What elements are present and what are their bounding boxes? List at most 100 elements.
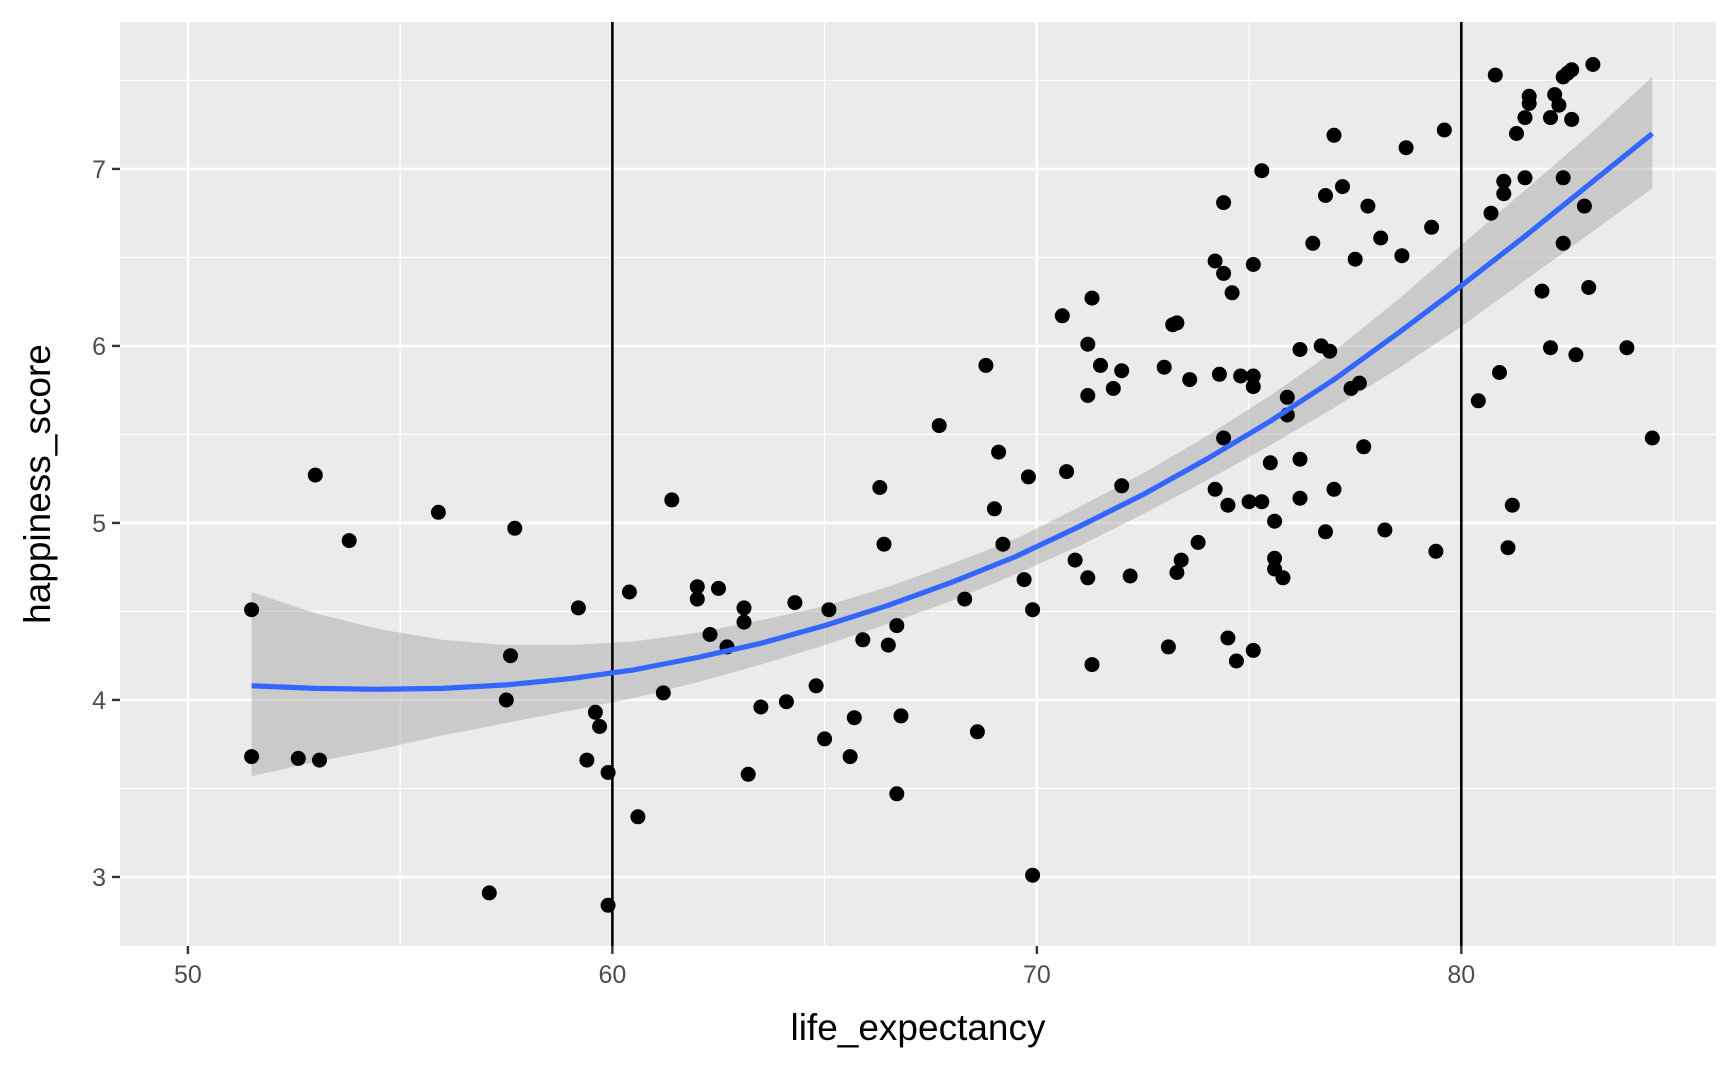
data-point	[1122, 568, 1138, 584]
data-point	[1228, 653, 1244, 669]
data-point	[1169, 315, 1185, 331]
data-point	[587, 704, 603, 720]
data-point	[1292, 490, 1308, 506]
data-point	[1576, 198, 1592, 214]
data-point	[1568, 347, 1584, 363]
minor-gridlines	[120, 22, 1716, 946]
data-point	[664, 492, 680, 508]
data-point	[1254, 494, 1270, 510]
data-point	[957, 591, 973, 607]
data-point	[1356, 439, 1372, 455]
data-point	[1517, 170, 1533, 186]
data-point	[1054, 308, 1070, 324]
data-point	[689, 579, 705, 595]
data-point	[1555, 170, 1571, 186]
data-point	[876, 536, 892, 552]
data-point	[880, 637, 896, 653]
data-point	[503, 648, 518, 664]
data-point	[579, 752, 595, 768]
data-point	[1555, 235, 1571, 251]
data-point	[842, 749, 858, 765]
data-point	[986, 501, 1002, 517]
data-point	[1020, 469, 1036, 485]
data-point	[1016, 572, 1032, 588]
data-point	[1521, 95, 1537, 111]
data-point	[1496, 186, 1512, 202]
data-point	[1216, 430, 1232, 446]
data-point	[244, 602, 260, 618]
data-point	[1211, 366, 1227, 382]
data-point	[1292, 451, 1308, 467]
data-point	[1241, 494, 1257, 510]
data-point	[1351, 375, 1367, 391]
data-point	[778, 694, 794, 710]
data-point	[1245, 642, 1261, 658]
data-point	[1114, 478, 1130, 494]
data-point	[846, 710, 862, 726]
data-point	[1504, 497, 1520, 513]
data-point	[1487, 67, 1503, 83]
data-point	[808, 678, 824, 694]
data-point	[1190, 534, 1206, 550]
data-point	[1084, 290, 1100, 306]
data-point	[1080, 336, 1096, 352]
data-point	[1543, 340, 1558, 356]
data-point	[655, 685, 671, 701]
data-point	[1305, 235, 1321, 251]
data-point	[1517, 110, 1533, 126]
data-point	[740, 766, 756, 782]
data-point	[1156, 359, 1172, 375]
data-points	[244, 57, 1660, 913]
data-point	[1585, 57, 1601, 72]
data-point	[1207, 253, 1223, 269]
data-point	[1233, 368, 1249, 384]
data-point	[1492, 365, 1507, 380]
data-point	[1025, 602, 1041, 618]
data-point	[290, 750, 306, 766]
data-point	[889, 786, 905, 802]
smooth-fit-line	[251, 131, 1654, 692]
data-point	[621, 584, 637, 600]
data-point	[1318, 188, 1333, 203]
data-point	[307, 467, 323, 483]
data-point	[592, 719, 608, 734]
data-point	[872, 480, 888, 495]
data-point	[507, 520, 523, 536]
data-point	[855, 632, 871, 648]
data-point	[1326, 481, 1342, 497]
data-point	[821, 602, 837, 618]
data-point	[312, 752, 327, 768]
data-point	[1292, 342, 1308, 357]
x-axis-ticks: 50 60 70 80	[174, 946, 1475, 989]
data-point	[1267, 513, 1283, 529]
data-point	[711, 580, 726, 596]
data-point	[1436, 122, 1452, 138]
data-point	[1279, 389, 1295, 405]
data-point	[630, 809, 646, 825]
data-point	[1394, 248, 1410, 264]
x-tick-label: 80	[1447, 961, 1475, 989]
data-point	[1084, 657, 1100, 673]
y-tick-label: 7	[92, 156, 106, 184]
data-point	[1564, 62, 1580, 78]
y-axis-title: happiness_score	[17, 344, 58, 624]
data-point	[1114, 363, 1130, 379]
x-tick-label: 50	[174, 961, 202, 989]
x-axis-title: life_expectancy	[790, 1007, 1046, 1048]
data-point	[736, 614, 752, 630]
data-point	[1169, 565, 1185, 580]
data-point	[1220, 630, 1236, 646]
data-point	[1216, 195, 1232, 211]
data-point	[1318, 524, 1333, 540]
confidence-ribbon	[251, 76, 1653, 777]
y-axis-ticks: 3 4 5 6 7	[92, 156, 120, 892]
data-point	[1360, 198, 1376, 214]
data-point	[1254, 163, 1270, 179]
data-point	[817, 731, 833, 747]
y-tick-label: 3	[92, 864, 106, 892]
data-point	[1398, 140, 1414, 156]
data-point	[341, 533, 357, 549]
data-point	[570, 600, 586, 616]
reference-lines	[611, 22, 1463, 946]
